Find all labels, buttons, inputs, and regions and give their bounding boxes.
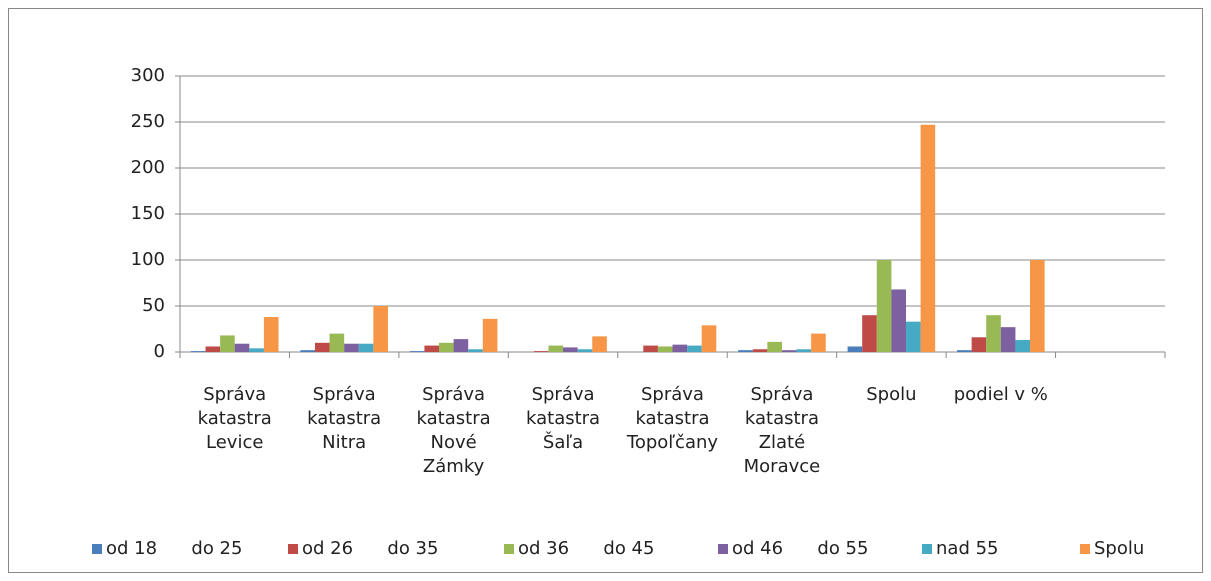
bar bbox=[220, 335, 235, 352]
bar bbox=[344, 343, 359, 352]
legend-swatch bbox=[504, 544, 514, 554]
bar bbox=[957, 350, 972, 352]
x-tick-label: Správa katastra Nové Zámky bbox=[416, 384, 491, 477]
bar bbox=[891, 289, 906, 352]
bar bbox=[796, 349, 812, 352]
bar bbox=[1030, 260, 1045, 352]
bar bbox=[920, 124, 936, 352]
bar bbox=[373, 306, 388, 352]
bar bbox=[905, 321, 921, 352]
y-tick-label: 0 bbox=[154, 341, 165, 362]
bar bbox=[657, 346, 673, 352]
bar bbox=[672, 344, 688, 352]
y-tick-label: 150 bbox=[131, 203, 165, 224]
bar bbox=[876, 260, 892, 352]
legend-swatch bbox=[92, 544, 102, 554]
y-tick-label: 200 bbox=[131, 157, 165, 178]
bar bbox=[563, 347, 578, 352]
bar bbox=[439, 342, 454, 352]
bar bbox=[300, 350, 315, 352]
y-tick-label: 250 bbox=[131, 111, 165, 132]
y-tick-label: 100 bbox=[131, 249, 165, 270]
bar bbox=[687, 345, 702, 352]
bar bbox=[986, 315, 1001, 352]
legend-label: od 18 do 25 bbox=[106, 538, 243, 559]
bar bbox=[468, 349, 483, 352]
bar bbox=[314, 342, 330, 352]
y-tick-label: 300 bbox=[131, 65, 165, 86]
bar bbox=[409, 351, 425, 352]
legend-swatch bbox=[1080, 544, 1090, 554]
bar bbox=[701, 325, 717, 352]
bar bbox=[738, 350, 753, 352]
bar bbox=[190, 351, 206, 352]
legend-swatch bbox=[718, 544, 728, 554]
bar bbox=[767, 341, 782, 352]
bar bbox=[329, 333, 345, 352]
bar bbox=[234, 343, 250, 352]
bar bbox=[971, 337, 987, 352]
x-tick-label: Správa katastra Nitra bbox=[307, 384, 382, 453]
legend-label: od 46 do 55 bbox=[732, 538, 869, 559]
bar bbox=[1000, 327, 1016, 352]
x-tick-label: podiel v % bbox=[953, 384, 1048, 405]
bar bbox=[752, 349, 768, 352]
chart-border bbox=[8, 8, 1203, 573]
bar bbox=[358, 343, 374, 352]
x-tick-label: Správa katastra Topoľčany bbox=[626, 384, 719, 453]
legend-label: Spolu bbox=[1094, 538, 1145, 559]
x-tick-label: Spolu bbox=[866, 384, 917, 405]
bar bbox=[249, 348, 264, 352]
bar bbox=[548, 345, 564, 352]
bar bbox=[781, 350, 797, 352]
legend-label: nad 55 bbox=[936, 538, 999, 559]
bar bbox=[862, 315, 877, 352]
bar bbox=[847, 346, 863, 352]
bar bbox=[533, 351, 549, 352]
y-tick-label: 50 bbox=[142, 295, 165, 316]
bar bbox=[482, 318, 498, 352]
bar bbox=[643, 345, 658, 352]
bar bbox=[453, 339, 469, 352]
x-tick-label: Správa katastra Šaľa bbox=[526, 384, 601, 453]
bar bbox=[424, 345, 440, 352]
bar bbox=[592, 336, 607, 352]
bar bbox=[1015, 340, 1031, 352]
legend-label: od 36 do 45 bbox=[518, 538, 655, 559]
bar bbox=[577, 349, 593, 352]
bar bbox=[205, 346, 221, 352]
legend-swatch bbox=[922, 544, 932, 554]
bar bbox=[811, 333, 826, 352]
bar bbox=[263, 317, 279, 352]
legend-label: od 26 do 35 bbox=[302, 538, 439, 559]
legend-swatch bbox=[288, 544, 298, 554]
x-tick-label: Správa katastra Zlaté Moravce bbox=[743, 384, 821, 477]
x-tick-label: Správa katastra Levice bbox=[197, 384, 272, 453]
